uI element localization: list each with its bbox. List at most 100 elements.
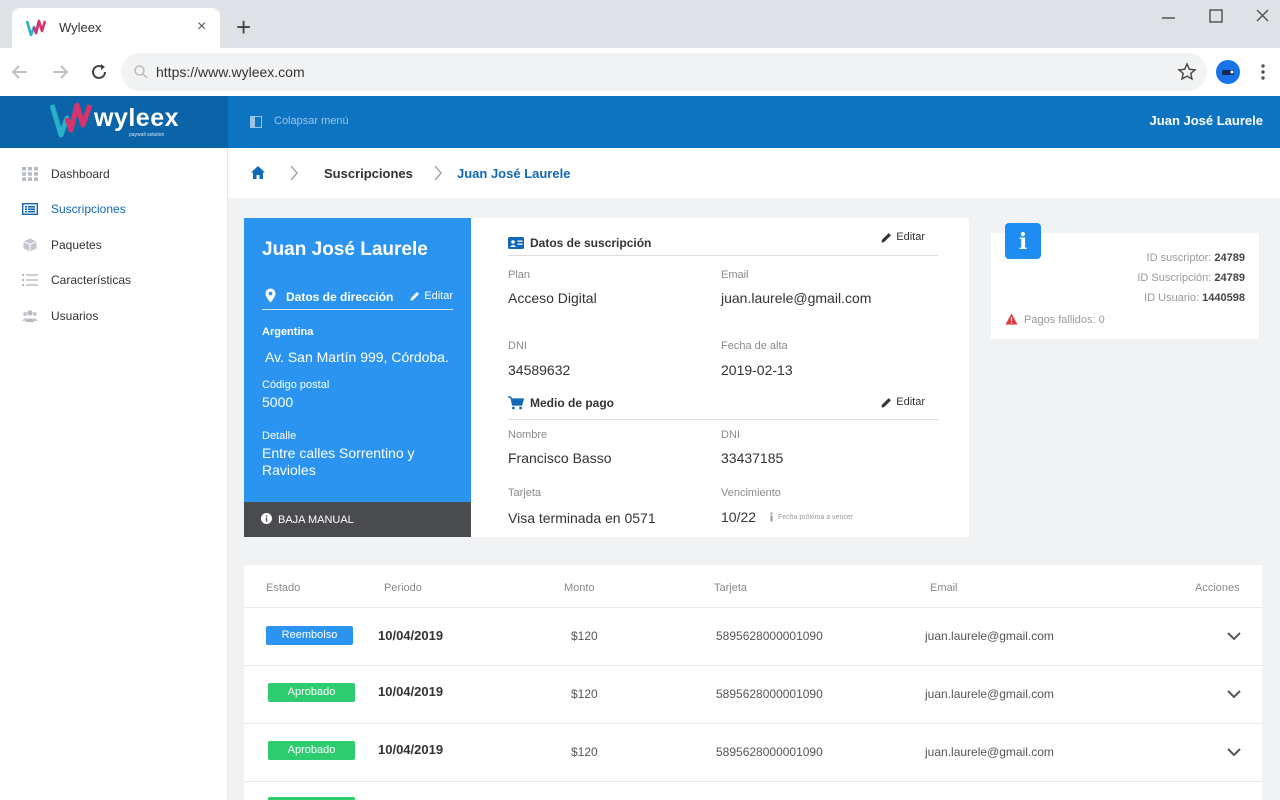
address-detail-value: Entre calles Sorrentino y Ravioles (262, 445, 415, 478)
address-bar[interactable]: https://www.wyleex.com (121, 53, 1207, 91)
chevron-down-icon[interactable] (1226, 744, 1242, 760)
table-row[interactable]: Aprobado 10/04/2019 $120 589562800000109… (244, 665, 1262, 723)
address-section-header: Datos de dirección Editar (262, 288, 453, 310)
sidebar: Dashboard Suscripciones Paquetes Caracte… (0, 148, 228, 800)
pencil-icon (881, 233, 892, 243)
edit-label: Editar (424, 290, 453, 302)
maximize-icon[interactable] (1204, 6, 1228, 30)
info-icon (770, 512, 773, 522)
search-icon (134, 65, 148, 79)
expiry-warning-text: Fecha próxima a vencer (778, 514, 854, 521)
row-email: juan.laurele@gmail.com (925, 629, 1054, 643)
sidebar-item-label: Dashboard (51, 167, 110, 181)
sidebar-item-dashboard[interactable]: Dashboard (0, 158, 228, 190)
id-card-icon (508, 237, 524, 249)
edit-address-button[interactable]: Editar (410, 290, 453, 302)
pencil-icon (881, 398, 892, 408)
column-header-acciones: Acciones (1195, 582, 1240, 594)
table-row[interactable] (244, 781, 1262, 800)
reload-icon[interactable] (87, 60, 111, 84)
browser-toolbar: https://www.wyleex.com (0, 48, 1280, 96)
table-row[interactable]: Reembolso 10/04/2019 $120 58956280000010… (244, 607, 1262, 665)
column-header-email: Email (930, 582, 958, 594)
sidebar-item-caracteristicas[interactable]: Características (0, 264, 228, 296)
sidebar-item-paquetes[interactable]: Paquetes (0, 229, 228, 261)
row-email: juan.laurele@gmail.com (925, 687, 1054, 701)
dni-label: DNI (508, 340, 527, 352)
postal-code-value: 5000 (262, 394, 294, 410)
row-card: 5895628000001090 (716, 745, 823, 759)
browser-menu-icon[interactable] (1253, 60, 1273, 84)
table-row[interactable]: Aprobado 10/04/2019 $120 589562800000109… (244, 723, 1262, 781)
forward-arrow-icon[interactable] (48, 60, 72, 84)
close-window-icon[interactable] (1251, 6, 1275, 30)
failed-payments-text: Pagos fallidos: 0 (1024, 314, 1105, 326)
manual-cancel-label: BAJA MANUAL (278, 514, 354, 526)
postal-code-label: Código postal (262, 379, 330, 391)
breadcrumb-suscripciones[interactable]: Suscripciones (324, 166, 413, 181)
holder-name-label: Nombre (508, 429, 548, 441)
payment-method-section-header: Medio de pago Editar (508, 382, 938, 420)
back-arrow-icon[interactable] (8, 60, 32, 84)
sidebar-item-suscripciones[interactable]: Suscripciones (0, 193, 228, 225)
info-circle-icon (261, 513, 272, 524)
address-street: Av. San Martín 999, Córdoba. (265, 349, 449, 365)
subscriber-id: ID suscriptor: 24789 (1146, 252, 1245, 264)
home-icon[interactable] (250, 165, 266, 180)
expiry-warning: Fecha próxima a vencer (770, 512, 854, 522)
sidebar-item-usuarios[interactable]: Usuarios (0, 300, 228, 332)
list-icon (22, 274, 38, 286)
edit-subscription-button[interactable]: Editar (881, 231, 925, 243)
sidebar-toggle-icon (250, 116, 262, 128)
expiry-label: Vencimiento (721, 487, 781, 499)
sidebar-item-label: Usuarios (51, 309, 99, 323)
row-period: 10/04/2019 (378, 628, 444, 643)
address-section-label: Datos de dirección (286, 290, 394, 304)
column-header-tarjeta: Tarjeta (714, 582, 748, 594)
chevron-down-icon[interactable] (1226, 628, 1242, 644)
edit-label: Editar (896, 396, 925, 408)
chevron-right-icon (290, 165, 298, 181)
shopping-cart-icon (508, 396, 524, 410)
address-country: Argentina (262, 326, 314, 338)
url-text[interactable]: https://www.wyleex.com (156, 64, 305, 80)
tab-close-icon[interactable]: × (197, 18, 207, 35)
row-period: 10/04/2019 (378, 742, 444, 757)
warning-triangle-icon (1005, 313, 1018, 325)
email-label: Email (721, 269, 749, 281)
wyleex-logo-icon (50, 102, 92, 138)
card-value: Visa terminada en 0571 (508, 510, 656, 526)
breadcrumb: Suscripciones Juan José Laurele (228, 148, 1280, 198)
plan-value: Acceso Digital (508, 290, 597, 306)
subscription-info-panel: i ID suscriptor: 24789 ID Suscripción: 2… (991, 223, 1259, 339)
header-user-name[interactable]: Juan José Laurele (1149, 113, 1263, 128)
info-icon: i (1005, 223, 1041, 259)
holder-dni-value: 33437185 (721, 450, 784, 466)
chevron-down-icon[interactable] (1226, 686, 1242, 702)
row-amount: $120 (571, 687, 598, 701)
expiry-value: 10/22 (721, 509, 757, 525)
new-tab-button[interactable]: + (236, 12, 252, 42)
users-icon (22, 310, 38, 322)
box-icon (23, 238, 37, 252)
dni-value: 34589632 (508, 362, 571, 378)
row-period: 10/04/2019 (378, 684, 444, 699)
extension-icon[interactable] (1216, 60, 1240, 84)
browser-tab[interactable]: Wyleex × (12, 8, 220, 48)
status-badge: Reembolso (266, 626, 353, 645)
manual-cancel-button[interactable]: BAJA MANUAL (244, 502, 471, 537)
minimize-icon[interactable] (1157, 6, 1181, 30)
tab-title: Wyleex (59, 20, 102, 35)
holder-name-value: Francisco Basso (508, 450, 612, 466)
subscription-section-header: Datos de suscripción Editar (508, 218, 938, 256)
column-header-estado: Estado (266, 582, 301, 594)
wyleex-favicon-icon (26, 19, 46, 37)
logo[interactable]: wyleex paywall solution (0, 96, 228, 148)
list-card-icon (22, 203, 38, 216)
edit-payment-method-button[interactable]: Editar (881, 396, 925, 408)
subscription-section-label: Datos de suscripción (530, 236, 652, 250)
sidebar-item-label: Suscripciones (51, 202, 126, 216)
bookmark-star-icon[interactable] (1177, 62, 1197, 82)
status-badge: Aprobado (268, 683, 355, 702)
address-detail-label: Detalle (262, 430, 297, 442)
